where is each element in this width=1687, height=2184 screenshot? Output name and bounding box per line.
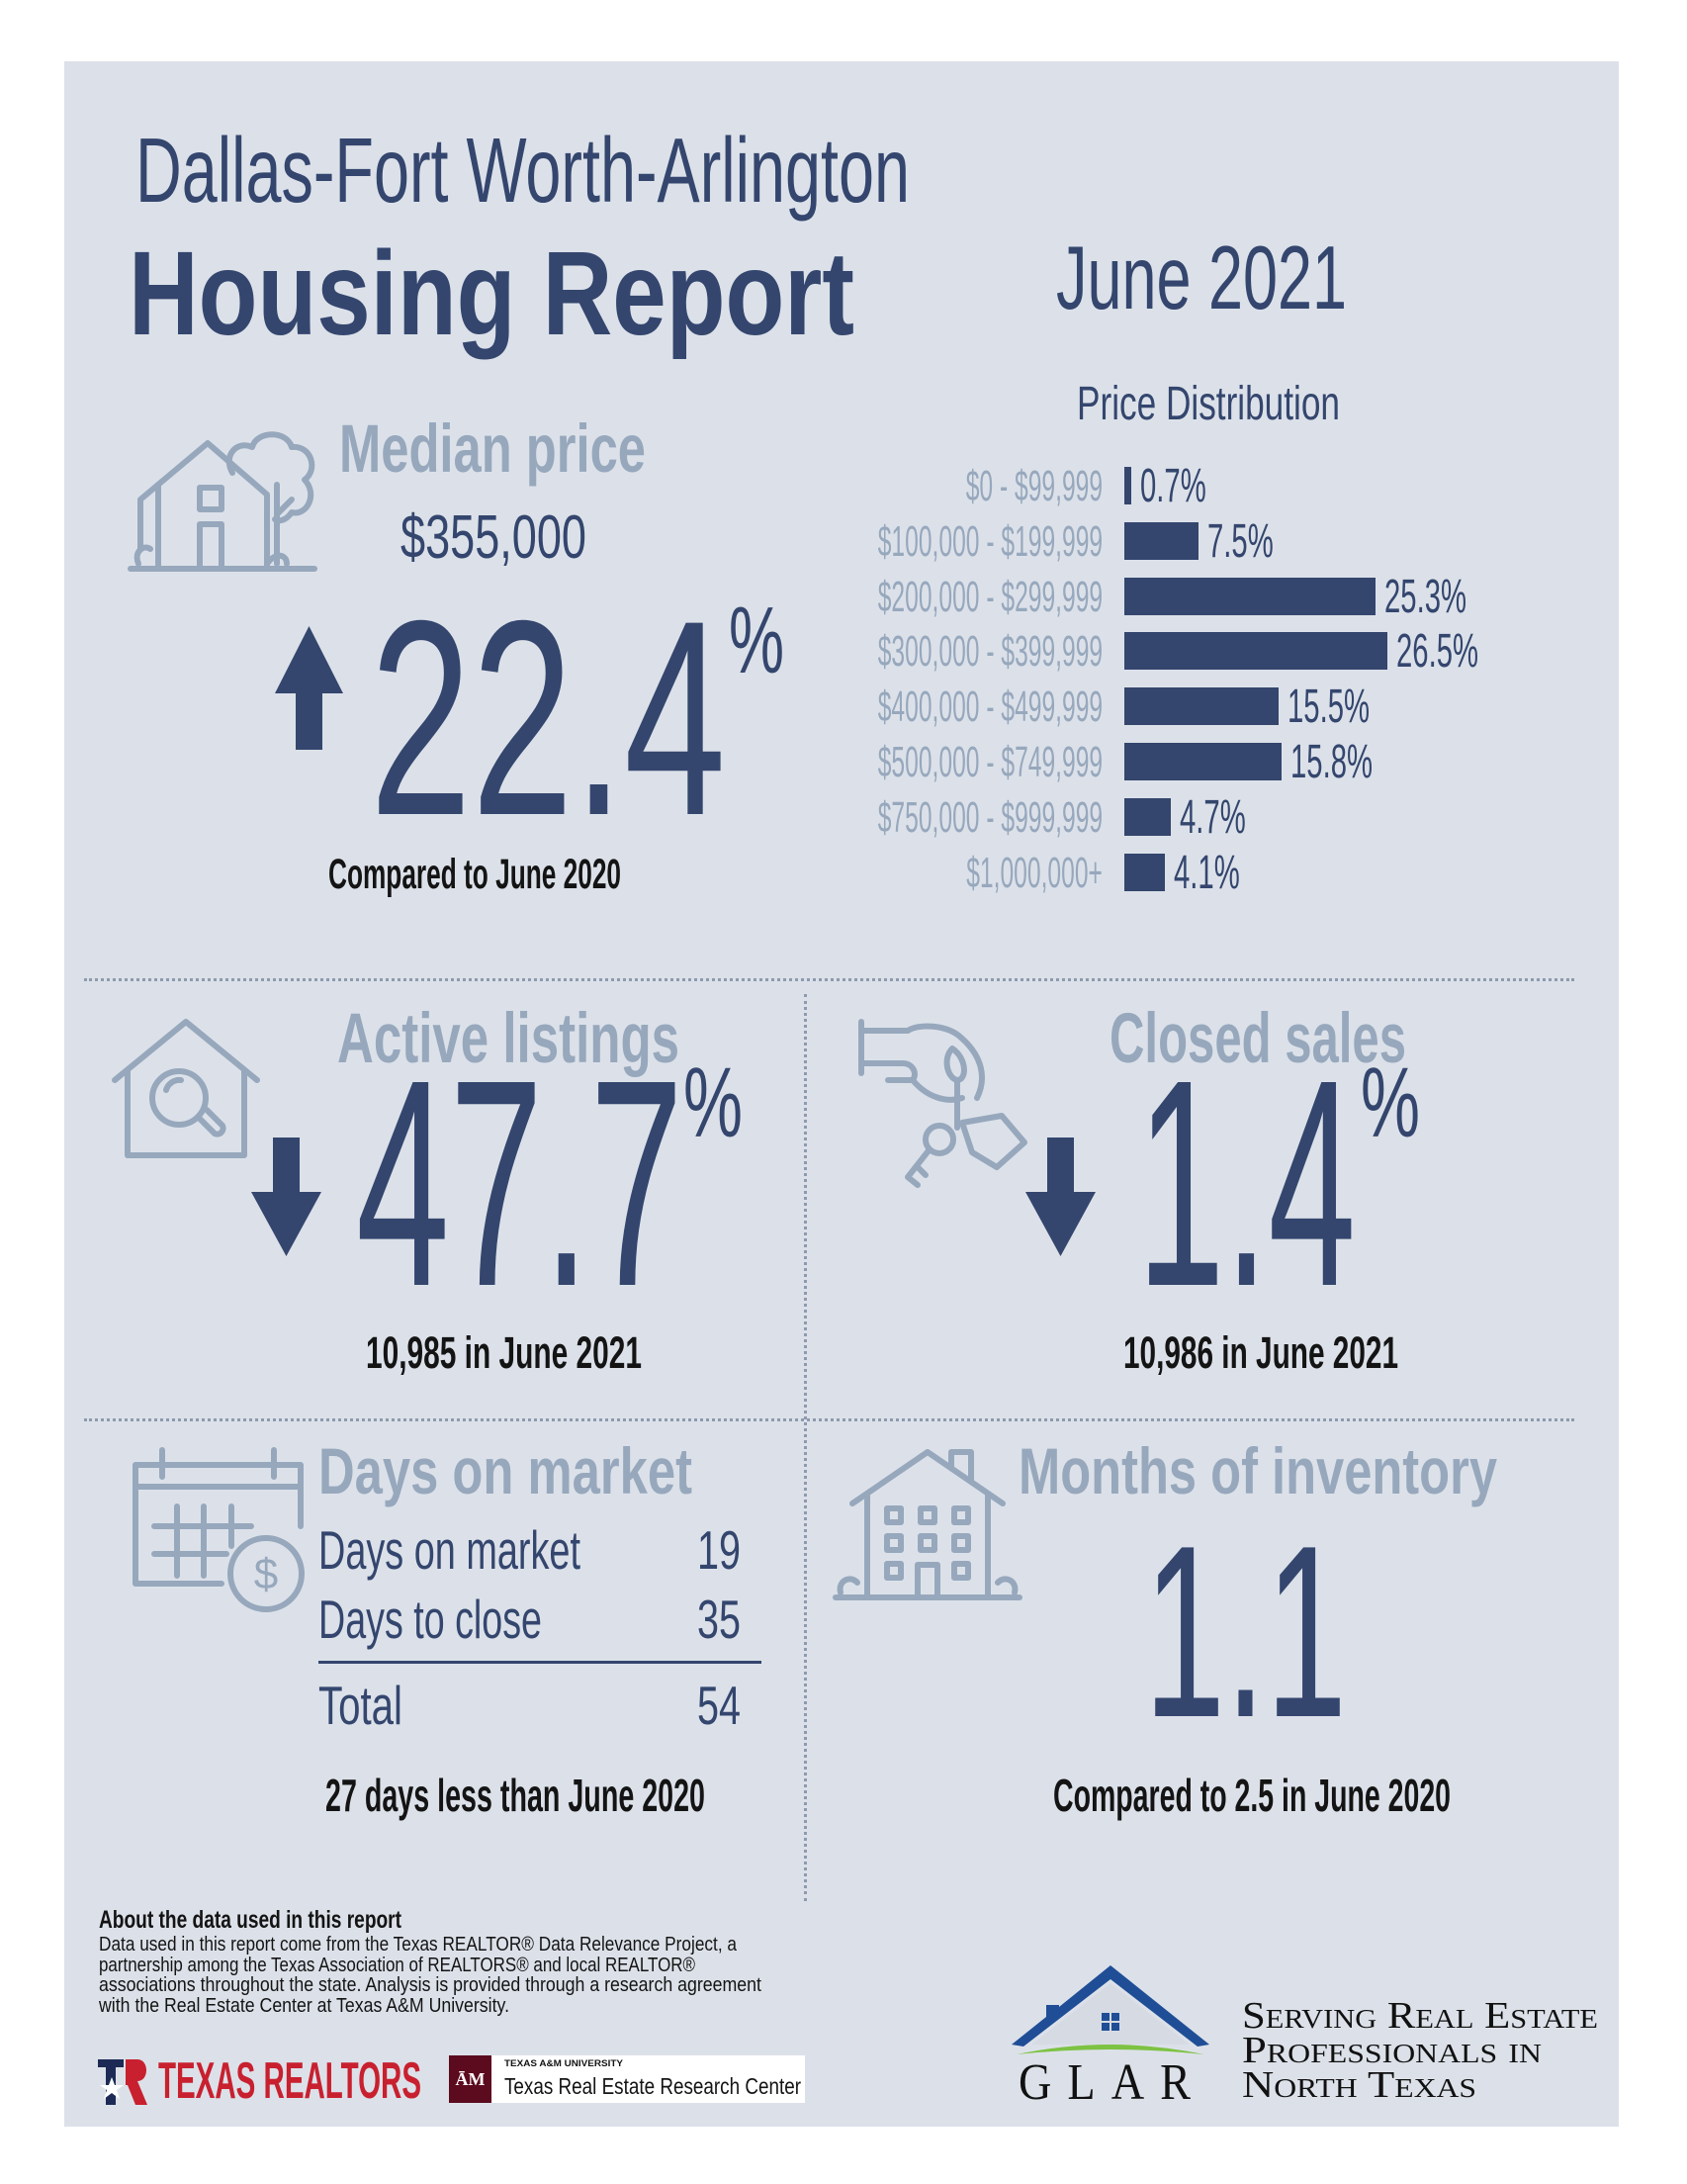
arrow-down-icon — [1025, 1138, 1096, 1256]
glar-logo-house — [1012, 1965, 1209, 2054]
price-bar-value-label: 15.8% — [1289, 736, 1373, 788]
hand-with-keys-icon — [858, 1019, 1027, 1188]
page-title: Housing Report — [129, 226, 854, 360]
glar-tagline-line: North Texas — [1242, 2064, 1476, 2106]
closed-sales-percent-sign: % — [1361, 1047, 1420, 1158]
about-data-line: Data used in this report come from the T… — [99, 1934, 737, 1956]
arrow-down-icon — [251, 1138, 321, 1256]
report-period: June 2021 — [1056, 228, 1347, 328]
apartment-building-icon — [833, 1449, 1022, 1600]
about-data-line: with the Real Estate Center at Texas A&M… — [99, 1995, 509, 2017]
svg-text:$: $ — [254, 1550, 278, 1598]
median-price-comparison: Compared to June 2020 — [328, 851, 621, 898]
chart-title: Price Distribution — [1077, 378, 1340, 430]
total-rule — [318, 1661, 761, 1664]
active-listings-percent-sign: % — [683, 1047, 743, 1158]
price-bar-value-label: 25.3% — [1384, 570, 1467, 623]
texas-realtors-logo-mark — [98, 2059, 147, 2105]
tamu-center-label: Texas Real Estate Research Center — [504, 2073, 801, 2099]
price-bar-value-label: 7.5% — [1207, 514, 1275, 568]
median-price-value: $355,000 — [400, 503, 586, 572]
price-range-label: $200,000 - $299,999 — [877, 572, 1103, 621]
about-data-line: associations throughout the state. Analy… — [99, 1974, 761, 1996]
active-listings-detail: 10,985 in June 2021 — [366, 1327, 642, 1378]
price-range-label: $1,000,000+ — [966, 848, 1103, 897]
price-bar-value-label: 4.1% — [1174, 846, 1240, 899]
days-on-market-row-label: Days on market — [318, 1519, 580, 1581]
about-data-line: partnership among the Texas Association … — [99, 1955, 695, 1976]
price-range-label: $300,000 - $399,999 — [877, 627, 1103, 677]
price-bar-value-label: 0.7% — [1140, 460, 1206, 512]
price-range-label: $100,000 - $199,999 — [877, 516, 1103, 566]
price-bar — [1124, 853, 1166, 891]
price-bar-value-label: 4.7% — [1180, 790, 1246, 844]
price-bar — [1124, 632, 1388, 671]
median-price-percent-sign: % — [729, 588, 784, 693]
divider-horizontal-2 — [84, 1418, 1574, 1421]
total-row-value: 54 — [697, 1675, 741, 1736]
months-of-inventory-comparison: Compared to 2.5 in June 2020 — [1053, 1770, 1451, 1821]
price-bar-value-label: 15.5% — [1287, 681, 1370, 734]
price-bar — [1124, 521, 1199, 560]
price-bar — [1124, 467, 1132, 504]
price-bar — [1124, 687, 1279, 726]
calendar-dollar-icon: $ — [133, 1447, 305, 1612]
months-of-inventory-value: 1.1 — [1144, 1494, 1347, 1769]
price-bar-value-label: 26.5% — [1396, 625, 1479, 679]
price-bar — [1124, 797, 1172, 836]
price-bar — [1124, 743, 1282, 780]
about-data-title: About the data used in this report — [99, 1906, 401, 1934]
house-magnifier-icon — [112, 1019, 260, 1158]
glar-tagline-line: Professionals in — [1242, 2030, 1542, 2071]
median-price-label: Median price — [339, 410, 646, 487]
active-listings-change: 47.7 — [356, 1019, 683, 1348]
months-of-inventory-label: Months of inventory — [1019, 1434, 1497, 1507]
median-price-change: 22.4 — [370, 563, 726, 873]
active-listings-label: Active listings — [337, 1000, 679, 1078]
tamu-university-label: TEXAS A&M UNIVERSITY — [504, 2058, 623, 2068]
days-on-market-comparison: 27 days less than June 2020 — [325, 1770, 705, 1821]
divider-horizontal-1 — [84, 978, 1574, 981]
report-panel — [64, 61, 1619, 2127]
glar-logo-text: GLAR — [1019, 2054, 1206, 2111]
closed-sales-label: Closed sales — [1110, 1000, 1406, 1078]
price-bar — [1124, 577, 1376, 615]
closed-sales-change: 1.4 — [1137, 1019, 1356, 1348]
house-with-tree-icon — [128, 431, 317, 572]
days-to-close-row-value: 35 — [697, 1589, 741, 1650]
glar-tagline-line: Serving Real Estate — [1242, 1995, 1598, 2037]
price-range-label: $0 - $99,999 — [965, 462, 1103, 510]
tamu-mark: ĀM — [449, 2055, 491, 2103]
days-to-close-row-label: Days to close — [318, 1589, 542, 1650]
price-range-label: $400,000 - $499,999 — [877, 682, 1103, 732]
price-range-label: $750,000 - $999,999 — [877, 792, 1103, 842]
price-range-label: $500,000 - $749,999 — [877, 738, 1103, 786]
closed-sales-detail: 10,986 in June 2021 — [1123, 1327, 1398, 1378]
days-on-market-row-value: 19 — [697, 1519, 741, 1581]
divider-vertical — [804, 994, 807, 1901]
region-title: Dallas-Fort Worth-Arlington — [135, 119, 910, 222]
tamu-logo — [449, 2055, 805, 2103]
arrow-up-icon — [275, 626, 343, 750]
texas-realtors-logo-text: TEXAS REALTORS — [158, 2052, 421, 2110]
days-on-market-label: Days on market — [318, 1434, 692, 1507]
total-row-label: Total — [318, 1675, 402, 1736]
